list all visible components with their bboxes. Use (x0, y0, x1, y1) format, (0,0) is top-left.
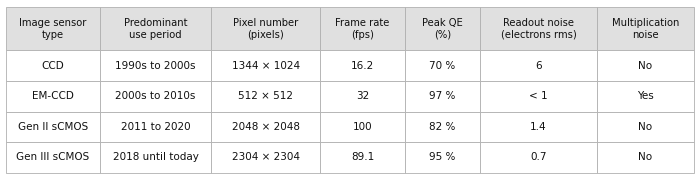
Bar (320, 142, 405, 173)
Text: CCD: CCD (41, 61, 64, 71)
Bar (6, 7, 99, 50)
Text: 1.4: 1.4 (530, 122, 547, 132)
Bar (6, 81, 99, 112)
Bar (320, 50, 405, 81)
Bar (320, 81, 405, 112)
Bar (99, 142, 211, 173)
Bar (405, 7, 480, 50)
Text: Yes: Yes (637, 91, 654, 101)
Text: 2048 × 2048: 2048 × 2048 (232, 122, 300, 132)
Bar (99, 7, 211, 50)
Text: < 1: < 1 (529, 91, 548, 101)
Text: 82 %: 82 % (429, 122, 456, 132)
Bar (596, 142, 694, 173)
Text: Image sensor
type: Image sensor type (19, 18, 86, 40)
Bar (99, 112, 211, 142)
Text: No: No (638, 61, 652, 71)
Bar (596, 7, 694, 50)
Bar (480, 112, 596, 142)
Text: 0.7: 0.7 (531, 152, 547, 163)
Text: Gen II sCMOS: Gen II sCMOS (18, 122, 88, 132)
Text: Readout noise
(electrons rms): Readout noise (electrons rms) (500, 18, 576, 40)
Text: 1990s to 2000s: 1990s to 2000s (116, 61, 196, 71)
Bar (320, 7, 405, 50)
Text: 89.1: 89.1 (351, 152, 374, 163)
Text: Frame rate
(fps): Frame rate (fps) (335, 18, 390, 40)
Bar (211, 7, 320, 50)
Bar (211, 81, 320, 112)
Bar (480, 81, 596, 112)
Bar (480, 142, 596, 173)
Text: 95 %: 95 % (429, 152, 456, 163)
Text: 32: 32 (356, 91, 369, 101)
Bar (6, 142, 99, 173)
Text: 2018 until today: 2018 until today (113, 152, 199, 163)
Bar (99, 50, 211, 81)
Bar (99, 81, 211, 112)
Bar (405, 142, 480, 173)
Text: Pixel number
(pixels): Pixel number (pixels) (233, 18, 298, 40)
Bar (596, 81, 694, 112)
Text: 97 %: 97 % (429, 91, 456, 101)
Bar (480, 7, 596, 50)
Text: EM-CCD: EM-CCD (32, 91, 74, 101)
Bar (211, 50, 320, 81)
Bar (405, 81, 480, 112)
Bar (6, 50, 99, 81)
Text: 512 × 512: 512 × 512 (238, 91, 293, 101)
Text: Predominant
use period: Predominant use period (124, 18, 188, 40)
Text: 2304 × 2304: 2304 × 2304 (232, 152, 300, 163)
Text: Peak QE
(%): Peak QE (%) (422, 18, 463, 40)
Bar (405, 50, 480, 81)
Text: 2000s to 2010s: 2000s to 2010s (116, 91, 196, 101)
Text: 2011 to 2020: 2011 to 2020 (121, 122, 190, 132)
Text: Multiplication
noise: Multiplication noise (612, 18, 679, 40)
Bar (320, 112, 405, 142)
Text: 70 %: 70 % (430, 61, 456, 71)
Text: 16.2: 16.2 (351, 61, 374, 71)
Bar (596, 112, 694, 142)
Text: 100: 100 (353, 122, 372, 132)
Text: 6: 6 (536, 61, 542, 71)
Text: No: No (638, 122, 652, 132)
Bar (211, 112, 320, 142)
Text: 1344 × 1024: 1344 × 1024 (232, 61, 300, 71)
Bar (596, 50, 694, 81)
Bar (6, 112, 99, 142)
Bar (211, 142, 320, 173)
Bar (480, 50, 596, 81)
Bar (405, 112, 480, 142)
Text: No: No (638, 152, 652, 163)
Text: Gen III sCMOS: Gen III sCMOS (16, 152, 90, 163)
